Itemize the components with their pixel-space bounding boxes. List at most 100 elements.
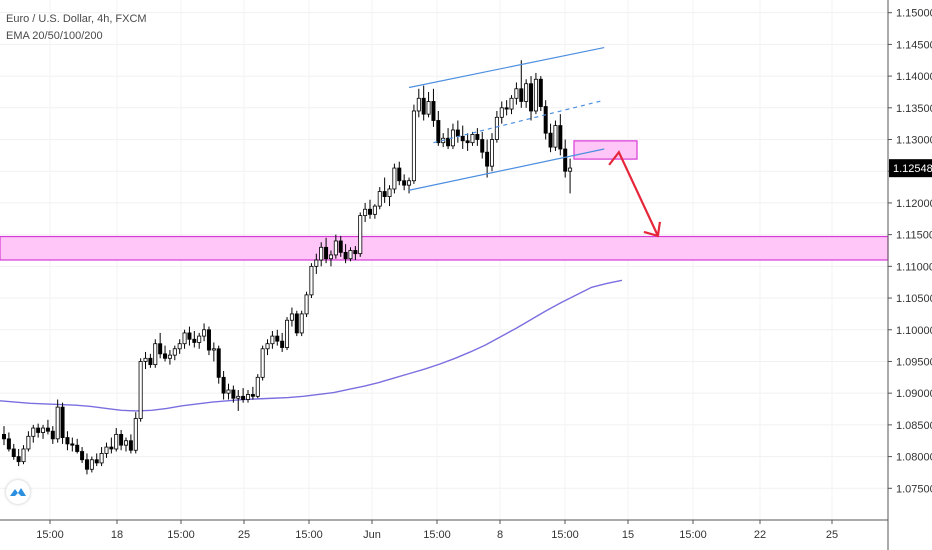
candle <box>70 437 75 452</box>
candle <box>177 339 182 354</box>
candle-body <box>392 167 397 190</box>
candle <box>202 323 207 342</box>
candle-body <box>387 188 392 197</box>
candle-body <box>84 459 89 470</box>
candle-body <box>124 440 129 446</box>
time-tick-label: 25 <box>238 529 250 541</box>
candle-body <box>31 427 36 437</box>
candle-body <box>333 240 338 256</box>
time-tick-label: 25 <box>826 529 838 541</box>
candle <box>216 345 221 384</box>
candle-body <box>197 335 202 343</box>
candle <box>128 434 133 454</box>
candle-body <box>143 357 148 362</box>
candle <box>265 339 270 356</box>
candle-body <box>499 107 504 118</box>
candle <box>119 429 124 451</box>
candle-body <box>275 335 280 342</box>
candle-body <box>285 319 290 348</box>
price-tick-label: 1.14500 <box>896 39 932 51</box>
candle <box>158 332 163 359</box>
candle <box>519 60 524 108</box>
candle-body <box>2 433 7 440</box>
candle <box>387 185 392 207</box>
candle-body <box>455 129 460 137</box>
candle <box>245 390 250 403</box>
candle-body <box>245 394 250 400</box>
candle-body <box>416 97 421 112</box>
candle <box>187 326 192 346</box>
candle <box>533 72 538 115</box>
candle <box>333 234 338 259</box>
candle-body <box>504 107 509 110</box>
candle-body <box>16 456 21 463</box>
candle <box>446 128 451 150</box>
candle-body <box>206 329 211 351</box>
candle-body <box>94 459 99 464</box>
candle <box>328 250 333 267</box>
candle <box>372 204 377 219</box>
candle <box>558 114 563 156</box>
candle-body <box>465 140 470 144</box>
candle <box>421 85 426 121</box>
candle-body <box>348 250 353 260</box>
candle-body <box>241 395 246 400</box>
candle-body <box>265 343 270 350</box>
candle-body <box>133 418 138 451</box>
candle <box>563 139 568 178</box>
candle <box>402 174 407 191</box>
time-tick-label: 18 <box>111 529 123 541</box>
candle <box>275 329 280 346</box>
candle-body <box>60 406 65 438</box>
candle <box>84 453 89 475</box>
candle-body <box>431 101 436 121</box>
candle <box>133 412 138 454</box>
candle <box>6 432 11 452</box>
candle <box>319 242 324 267</box>
time-axis[interactable]: 15:00 18 15:00 25 15:00 Jun 15:00 8 15:00 15 15:00… <box>0 519 888 541</box>
candle-body <box>514 88 519 99</box>
candle <box>182 329 187 349</box>
price-tick-label: 1.13000 <box>896 135 932 147</box>
candle-body <box>494 116 499 140</box>
candle-body <box>407 180 412 186</box>
candle <box>436 110 441 146</box>
price-tick-label: 1.08500 <box>896 420 932 432</box>
candle <box>397 161 402 186</box>
channel-lines <box>408 46 605 191</box>
candle <box>21 445 26 465</box>
candle-body <box>221 376 226 394</box>
candle <box>124 437 129 452</box>
candle <box>2 426 7 446</box>
candle-body <box>338 240 343 253</box>
candle <box>26 431 31 452</box>
candle-body <box>289 313 294 321</box>
candle <box>382 177 387 203</box>
candle-body <box>397 167 402 182</box>
tradingview-logo-icon[interactable] <box>6 480 30 504</box>
candle <box>480 131 485 159</box>
candle <box>250 386 255 400</box>
arrow-head <box>643 221 662 238</box>
candle <box>548 123 553 153</box>
candle-body <box>55 406 60 440</box>
candle-body <box>543 106 548 134</box>
candle <box>167 350 172 365</box>
candle <box>280 332 285 352</box>
candle <box>285 317 290 351</box>
candle-body <box>36 427 41 433</box>
candle-body <box>99 453 104 464</box>
candle-body <box>343 251 348 260</box>
candle <box>392 163 397 194</box>
candle-body <box>314 259 319 267</box>
candle-body <box>109 446 114 450</box>
time-tick-label: Jun <box>363 529 381 541</box>
channel-upper-line <box>408 46 605 89</box>
time-tick-label: 15:00 <box>36 529 64 541</box>
price-tick-label: 1.12000 <box>896 198 932 210</box>
candle-body <box>255 376 260 397</box>
price-axis[interactable]: 1.15000 1.14500 1.14000 1.13500 1.13000 1.125… <box>887 0 932 550</box>
candle-body <box>158 343 163 355</box>
candle-body <box>358 215 363 255</box>
